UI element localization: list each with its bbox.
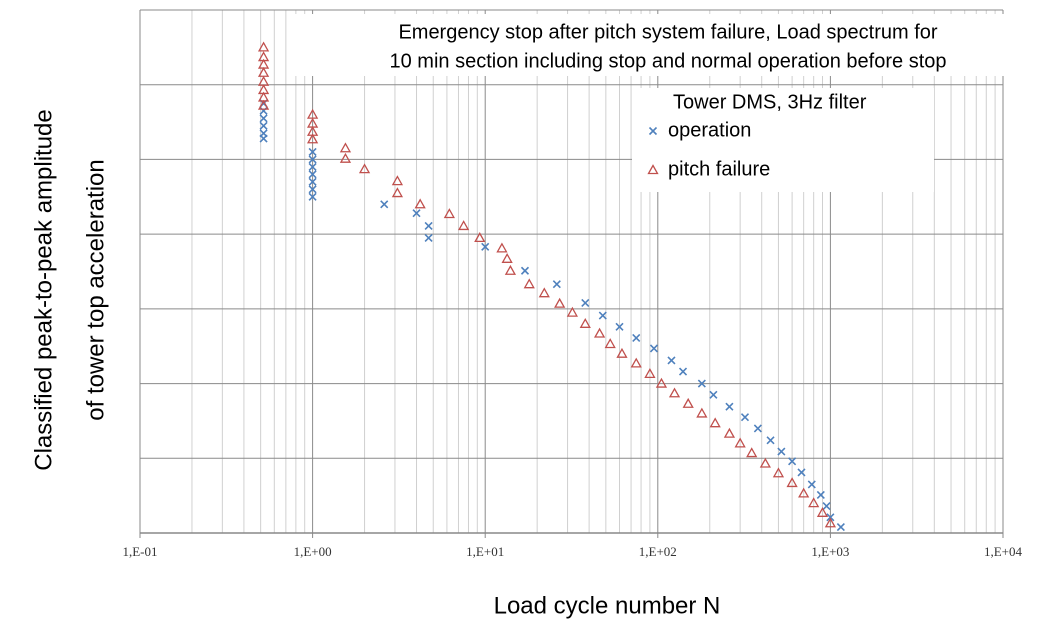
x-marker	[308, 170, 317, 179]
x-tick-label: 1,E+03	[811, 544, 849, 559]
triangle-marker	[538, 287, 550, 298]
triangle-marker	[339, 152, 352, 163]
x-marker	[777, 447, 786, 456]
y-axis-label: Classified peak-to-peak amplitude	[30, 109, 57, 471]
x-tick-label: 1,E+04	[984, 544, 1023, 559]
triangle-marker	[566, 306, 579, 317]
triangle-marker	[746, 447, 758, 458]
x-marker	[481, 242, 490, 251]
triangle-marker	[339, 142, 352, 153]
x-marker	[412, 209, 421, 218]
x-marker	[648, 126, 658, 136]
triangle-marker	[501, 252, 513, 263]
x-marker	[788, 457, 797, 466]
x-marker	[615, 322, 624, 331]
triangle-marker	[414, 198, 426, 209]
triangle-marker	[786, 477, 798, 488]
y-axis-label: of tower top acceleration	[82, 159, 109, 420]
triangle-marker	[458, 220, 470, 231]
triangle-marker	[709, 417, 721, 428]
triangle-marker	[616, 347, 628, 358]
x-marker	[766, 436, 775, 445]
x-marker	[709, 390, 718, 399]
triangle-marker	[668, 387, 681, 398]
x-marker	[632, 333, 641, 343]
x-axis-label: Load cycle number N	[494, 592, 721, 619]
triangle-marker	[734, 437, 746, 448]
triangle-marker	[824, 517, 837, 528]
x-marker	[552, 280, 561, 289]
triangle-marker	[647, 164, 659, 175]
triangle-marker	[759, 457, 771, 468]
x-marker	[725, 402, 734, 411]
triangle-marker	[816, 507, 829, 517]
x-marker	[581, 298, 590, 307]
triangle-marker	[358, 163, 371, 174]
x-tick-label: 1,E+00	[294, 544, 332, 559]
legend-title: Tower DMS, 3Hz filter	[673, 91, 867, 113]
triangle-marker	[808, 497, 820, 508]
x-marker	[826, 513, 835, 522]
x-marker	[649, 344, 659, 353]
x-tick-label: 1,E+01	[466, 544, 504, 559]
triangle-marker	[579, 317, 591, 328]
x-marker	[822, 502, 831, 511]
x-marker	[816, 490, 825, 499]
x-marker	[807, 480, 816, 489]
x-marker	[753, 424, 762, 433]
x-marker	[308, 177, 317, 186]
triangle-marker	[554, 297, 566, 308]
x-marker	[308, 185, 317, 194]
triangle-marker	[630, 357, 642, 368]
triangle-marker	[257, 99, 270, 110]
x-marker	[520, 266, 530, 275]
x-marker	[598, 311, 607, 320]
triangle-marker	[257, 41, 270, 52]
triangle-marker	[723, 427, 736, 438]
triangle-marker	[655, 377, 668, 388]
triangle-marker	[504, 264, 517, 275]
x-marker	[424, 221, 433, 230]
x-marker	[797, 468, 806, 477]
x-marker	[308, 192, 317, 201]
x-marker	[740, 413, 750, 422]
x-marker	[259, 134, 268, 143]
x-marker	[308, 147, 317, 157]
x-marker	[259, 114, 268, 123]
x-marker	[424, 233, 433, 242]
x-marker	[836, 522, 845, 532]
x-marker	[308, 155, 317, 164]
x-tick-label: 1,E-01	[122, 544, 157, 559]
legend-box	[632, 88, 934, 192]
legend-label: pitch failure	[668, 158, 770, 180]
chart-title: Emergency stop after pitch system failur…	[398, 21, 937, 43]
triangle-marker	[474, 232, 486, 243]
triangle-marker	[496, 242, 508, 253]
x-marker	[308, 162, 317, 171]
triangle-marker	[696, 407, 708, 418]
triangle-marker	[391, 187, 404, 198]
x-marker	[667, 356, 676, 365]
x-tick-label: 1,E+02	[639, 544, 677, 559]
triangle-marker	[593, 327, 606, 338]
x-marker	[259, 121, 268, 130]
chart-title: 10 min section including stop and normal…	[389, 50, 946, 72]
triangle-marker	[604, 338, 616, 349]
triangle-marker	[798, 487, 810, 498]
x-marker	[380, 200, 389, 209]
title-box	[288, 14, 1030, 76]
x-marker	[678, 367, 688, 376]
triangle-marker	[306, 133, 319, 144]
triangle-marker	[682, 397, 694, 408]
triangle-marker	[443, 208, 455, 219]
triangle-marker	[391, 175, 404, 186]
legend-label: operation	[668, 119, 751, 141]
triangle-marker	[772, 467, 785, 478]
triangle-marker	[644, 368, 656, 379]
x-marker	[697, 379, 706, 388]
triangle-marker	[523, 278, 535, 289]
